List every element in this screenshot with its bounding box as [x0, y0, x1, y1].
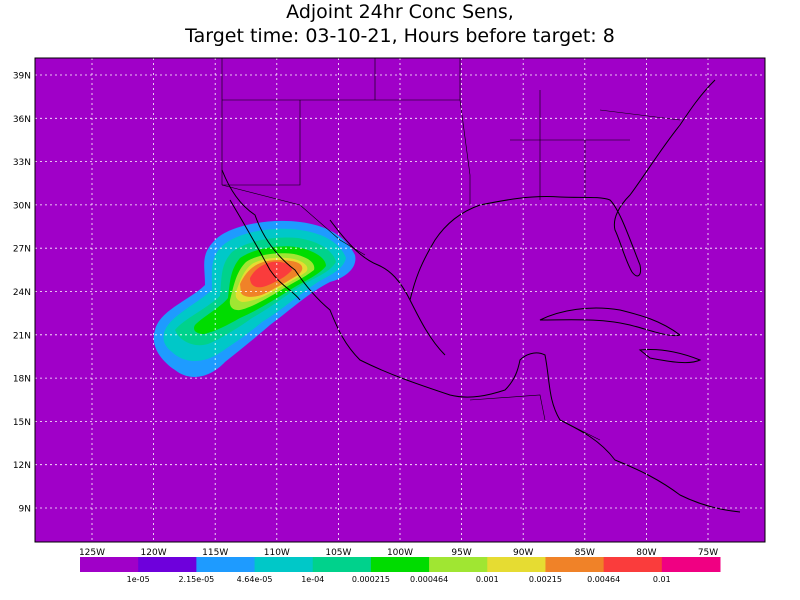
lon-label: 95W	[451, 548, 471, 558]
colorbar-label: 0.000215	[352, 575, 390, 584]
colorbar-swatch	[254, 557, 314, 572]
lon-label: 110W	[264, 548, 290, 558]
colorbar-label: 4.64e-05	[237, 575, 273, 584]
lat-label: 12N	[13, 461, 31, 471]
colorbar-label: 2.15e-05	[178, 575, 214, 584]
lat-label: 27N	[13, 245, 31, 255]
lon-label: 85W	[575, 548, 595, 558]
colorbar-label: 0.01	[653, 575, 671, 584]
colorbar-swatch	[138, 557, 197, 572]
colorbar-swatch	[429, 557, 488, 572]
contour-level	[250, 261, 292, 288]
colorbar-swatch	[545, 557, 605, 572]
colorbar-label: 0.00215	[529, 575, 562, 584]
colorbar-label: 0.000464	[410, 575, 448, 584]
lat-label: 36N	[13, 115, 31, 125]
lon-label: 75W	[698, 548, 718, 558]
colorbar-swatch	[487, 557, 546, 572]
colorbar-swatch	[370, 557, 430, 572]
title: Adjoint 24hr Conc Sens,	[286, 1, 514, 23]
colorbar-swatch	[196, 557, 256, 572]
colorbar-swatch	[603, 557, 663, 572]
axis-labels: 39N 36N 33N 30N 27N 24N 21N 18N 15N 12N 9N 125W 120W…	[13, 72, 718, 559]
colorbar: 1e-05 2.15e-05 4.64e-05 1e-04 0.000215 0.0004…	[80, 557, 721, 584]
lat-label: 30N	[13, 201, 31, 211]
lat-label: 9N	[19, 505, 31, 515]
colorbar-label: 1e-04	[301, 575, 324, 584]
lat-label: 21N	[13, 331, 31, 341]
colorbar-swatch	[80, 557, 139, 572]
colorbar-label: 0.00464	[587, 575, 620, 584]
lat-label: 33N	[13, 158, 31, 168]
coastlines	[221, 58, 741, 513]
lon-label: 80W	[636, 548, 656, 558]
lat-label: 18N	[13, 375, 31, 385]
lon-label: 125W	[79, 548, 105, 558]
colorbar-label: 0.001	[476, 575, 499, 584]
lat-label: 39N	[13, 72, 31, 82]
colorbar-label: 1e-05	[127, 575, 150, 584]
graticule	[35, 58, 765, 542]
lon-label: 115W	[202, 548, 228, 558]
lat-label: 15N	[13, 418, 31, 428]
map-frame	[34, 57, 766, 543]
lon-label: 90W	[513, 548, 533, 558]
lat-label: 24N	[13, 288, 31, 298]
lon-label: 105W	[325, 548, 351, 558]
subtitle: Target time: 03-10-21, Hours before targ…	[184, 25, 615, 47]
lon-label: 100W	[387, 548, 413, 558]
colorbar-swatch	[312, 557, 372, 572]
colorbar-swatch	[661, 557, 721, 572]
lon-label: 120W	[141, 548, 167, 558]
